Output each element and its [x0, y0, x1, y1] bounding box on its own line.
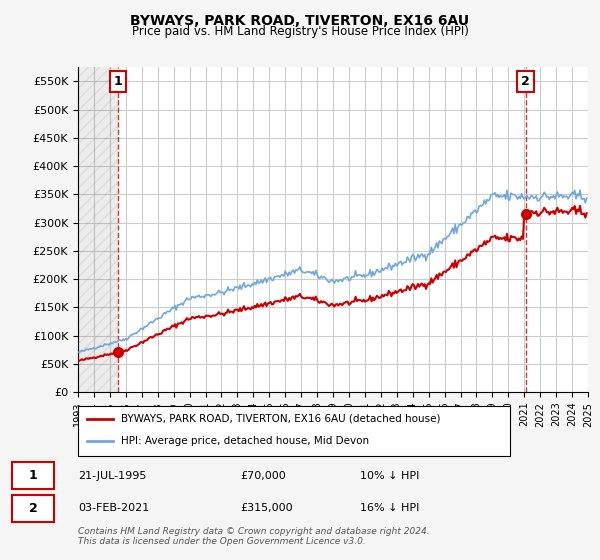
Text: 2: 2 [521, 75, 530, 88]
Bar [78, 67, 118, 392]
FancyBboxPatch shape [12, 495, 54, 522]
FancyBboxPatch shape [78, 406, 510, 456]
Text: Contains HM Land Registry data © Crown copyright and database right 2024.
This d: Contains HM Land Registry data © Crown c… [78, 526, 430, 546]
Text: 03-FEB-2021: 03-FEB-2021 [78, 503, 149, 514]
Text: Price paid vs. HM Land Registry's House Price Index (HPI): Price paid vs. HM Land Registry's House … [131, 25, 469, 38]
Text: £315,000: £315,000 [240, 503, 293, 514]
Text: 16% ↓ HPI: 16% ↓ HPI [360, 503, 419, 514]
Text: 1: 1 [113, 75, 122, 88]
Text: 2: 2 [29, 502, 37, 515]
Text: HPI: Average price, detached house, Mid Devon: HPI: Average price, detached house, Mid … [121, 436, 370, 446]
Text: 21-JUL-1995: 21-JUL-1995 [78, 470, 146, 480]
FancyBboxPatch shape [12, 462, 54, 489]
Text: BYWAYS, PARK ROAD, TIVERTON, EX16 6AU (detached house): BYWAYS, PARK ROAD, TIVERTON, EX16 6AU (d… [121, 414, 440, 423]
Text: 1: 1 [29, 469, 37, 482]
Text: BYWAYS, PARK ROAD, TIVERTON, EX16 6AU: BYWAYS, PARK ROAD, TIVERTON, EX16 6AU [130, 14, 470, 28]
Text: £70,000: £70,000 [240, 470, 286, 480]
Text: 10% ↓ HPI: 10% ↓ HPI [360, 470, 419, 480]
